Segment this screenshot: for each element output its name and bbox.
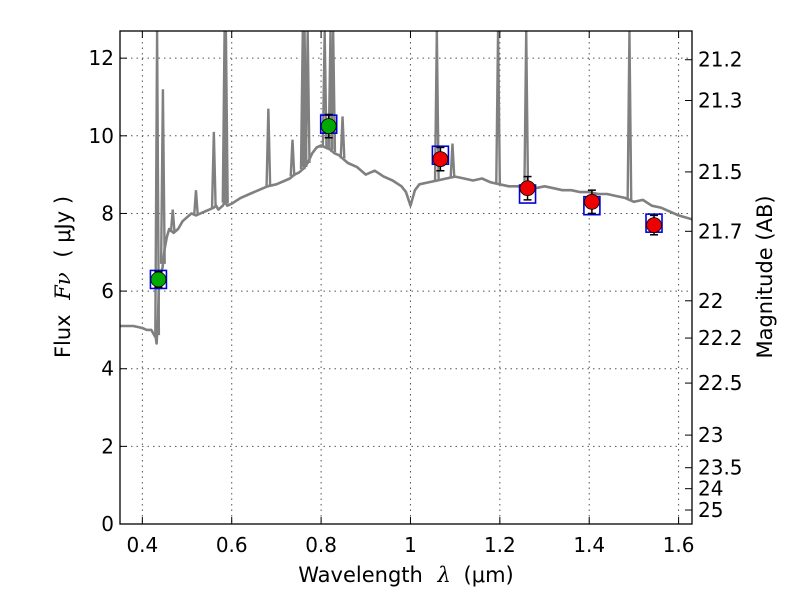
plot-frame: [119, 30, 693, 525]
magnitude-tick-label: 24: [698, 477, 723, 501]
x-tick-label: 1.2: [484, 533, 516, 557]
emission-line: [154, 31, 161, 336]
model-square-marker: [149, 269, 168, 290]
magnitude-tick-label: 23: [698, 423, 723, 447]
magnitude-tick-label: 21.7: [698, 219, 743, 243]
x-tick-label: 1.6: [663, 533, 695, 557]
observed-point: [150, 271, 167, 288]
emission-line: [159, 89, 166, 264]
observed-point: [320, 118, 337, 135]
observed-point: [519, 180, 536, 197]
observed-point: [584, 193, 600, 210]
x-axis-symbol: λ: [437, 563, 451, 587]
y-tick-label: 10: [89, 124, 114, 148]
emission-line: [449, 143, 456, 178]
y-axis-unit: ( μJy ): [51, 196, 75, 258]
emission-line: [330, 31, 337, 153]
emission-line: [192, 190, 199, 216]
y-tick-label: 12: [89, 46, 114, 70]
right-axis-title: Magnitude (AB): [753, 195, 777, 358]
y-tick-label: 8: [101, 201, 114, 225]
magnitude-tick-label: 22.5: [698, 371, 743, 395]
y-axis-title: Flux Fν ( μJy ): [51, 196, 75, 358]
magnitude-tick-label: 23.5: [698, 456, 743, 480]
magnitude-tick-label: 21.3: [698, 88, 743, 112]
x-tick-label: 0.6: [216, 533, 248, 557]
x-axis-title: Wavelength λ (μm): [298, 563, 513, 587]
emission-line: [495, 31, 502, 184]
y-tick-label: 6: [101, 279, 114, 303]
spectrum-continuum: [120, 144, 692, 345]
emission-line: [523, 31, 530, 189]
observed-points: [150, 113, 662, 288]
magnitude-tick-label: 22: [698, 289, 723, 313]
spectrum-layer: [120, 31, 692, 345]
observed-point: [646, 217, 662, 233]
model-points: [149, 114, 663, 290]
emission-line: [265, 108, 272, 187]
magnitude-tick-label: 22.2: [698, 326, 743, 350]
emission-line: [169, 209, 176, 233]
y-tick-label: 4: [101, 357, 114, 381]
x-tick-label: 1.4: [573, 533, 605, 557]
x-axis-label-text: Wavelength: [298, 563, 423, 587]
emission-line: [210, 131, 217, 208]
y-axis-symbol: Fν: [51, 272, 75, 301]
emission-line: [321, 31, 328, 148]
emission-line: [222, 31, 229, 204]
emission-line: [433, 31, 440, 181]
x-tick-label: 0.4: [126, 533, 158, 557]
emission-line: [304, 31, 311, 164]
x-tick-label: 0.8: [305, 533, 337, 557]
magnitude-tick-label: 25: [698, 498, 723, 522]
emission-line: [626, 31, 633, 200]
emission-line: [339, 116, 346, 159]
x-axis-unit: (μm): [464, 563, 514, 587]
magnitude-tick-label: 21.2: [698, 48, 743, 72]
observed-point: [432, 151, 449, 168]
y-tick-label: 0: [101, 512, 114, 536]
magnitude-tick-label: 21.5: [698, 160, 743, 184]
emission-line: [289, 139, 296, 177]
x-tick-label: 1: [404, 533, 417, 557]
y-axis-label-text: Flux: [51, 314, 75, 358]
y-tick-label: 2: [101, 434, 114, 458]
